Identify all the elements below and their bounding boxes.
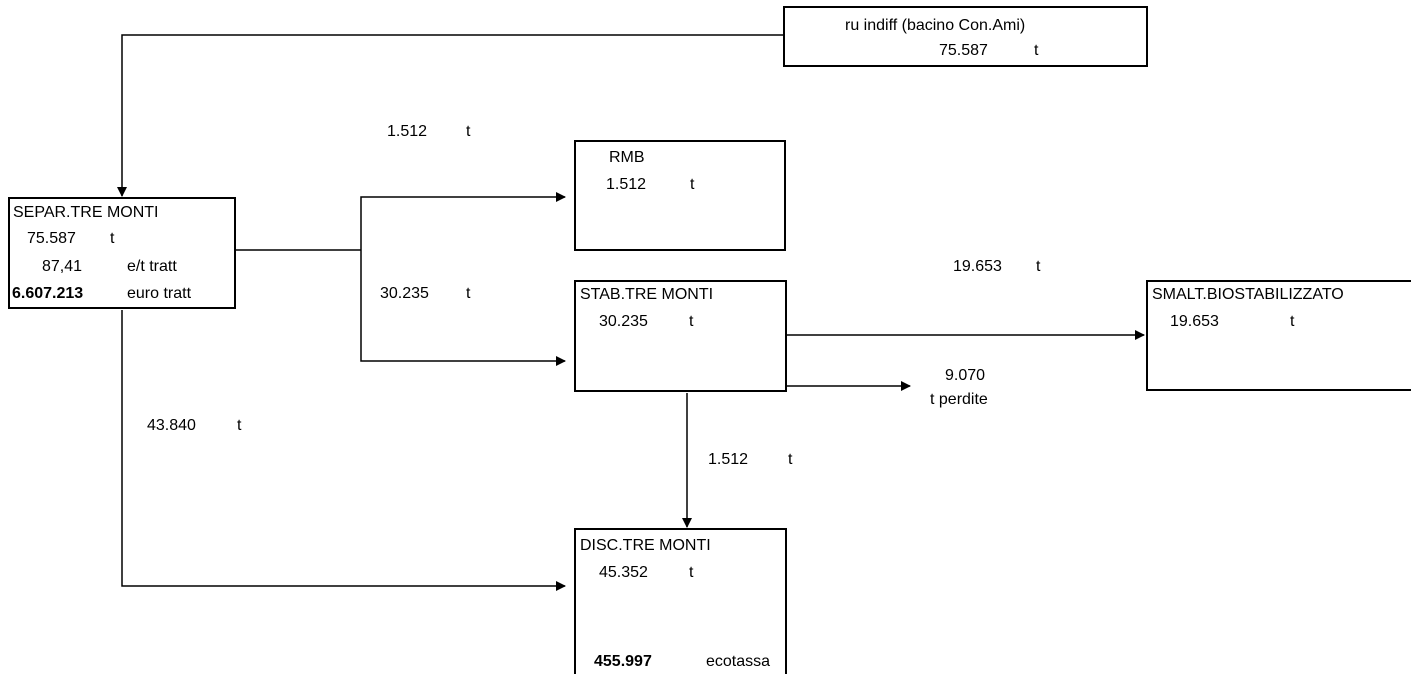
separ-rate-value: 87,41	[42, 259, 82, 275]
flow-to-stab-unit: t	[466, 286, 470, 302]
separ-box-unit: t	[110, 231, 114, 247]
connector-split-to-rmb	[361, 197, 565, 250]
disc-tax-unit: ecotassa	[706, 654, 770, 670]
smalt-box-value: 19.653	[1170, 314, 1219, 330]
separ-box-title: SEPAR.TRE MONTI	[13, 205, 159, 221]
separ-rate-unit: e/t tratt	[127, 259, 177, 275]
disc-box-unit: t	[689, 565, 693, 581]
smalt-box-title: SMALT.BIOSTABILIZZATO	[1152, 287, 1344, 303]
flow-to-disc-value: 43.840	[147, 418, 196, 434]
disc-box-value: 45.352	[599, 565, 648, 581]
rmb-box-value: 1.512	[606, 177, 646, 193]
stab-box-value: 30.235	[599, 314, 648, 330]
rmb-box	[574, 140, 786, 251]
flow-to-stab-value: 30.235	[380, 286, 429, 302]
disc-box-title: DISC.TRE MONTI	[580, 538, 711, 554]
flow-stab-losses-value: 9.070	[945, 368, 985, 384]
flow-to-rmb-value: 1.512	[387, 124, 427, 140]
connector-split-to-stab	[361, 250, 565, 361]
flow-stab-to-disc-value: 1.512	[708, 452, 748, 468]
smalt-box-unit: t	[1290, 314, 1294, 330]
disc-tax-value: 455.997	[594, 654, 652, 670]
flow-stab-to-smalt-unit: t	[1036, 259, 1040, 275]
flow-stab-to-smalt-value: 19.653	[953, 259, 1002, 275]
stab-box-unit: t	[689, 314, 693, 330]
source-box-unit: t	[1034, 43, 1038, 59]
source-box-title: ru indiff (bacino Con.Ami)	[845, 18, 1025, 34]
separ-cost-unit: euro tratt	[127, 286, 191, 302]
flow-stab-losses-unit: t perdite	[930, 392, 988, 408]
source-box-value: 75.587	[939, 43, 988, 59]
stab-box-title: STAB.TRE MONTI	[580, 287, 713, 303]
flow-to-rmb-unit: t	[466, 124, 470, 140]
rmb-box-title: RMB	[609, 150, 645, 166]
flow-to-disc-unit: t	[237, 418, 241, 434]
separ-cost-value: 6.607.213	[12, 286, 83, 302]
flow-stab-to-disc-unit: t	[788, 452, 792, 468]
rmb-box-unit: t	[690, 177, 694, 193]
separ-box-value: 75.587	[27, 231, 76, 247]
connector-separ-to-disc	[122, 310, 565, 586]
